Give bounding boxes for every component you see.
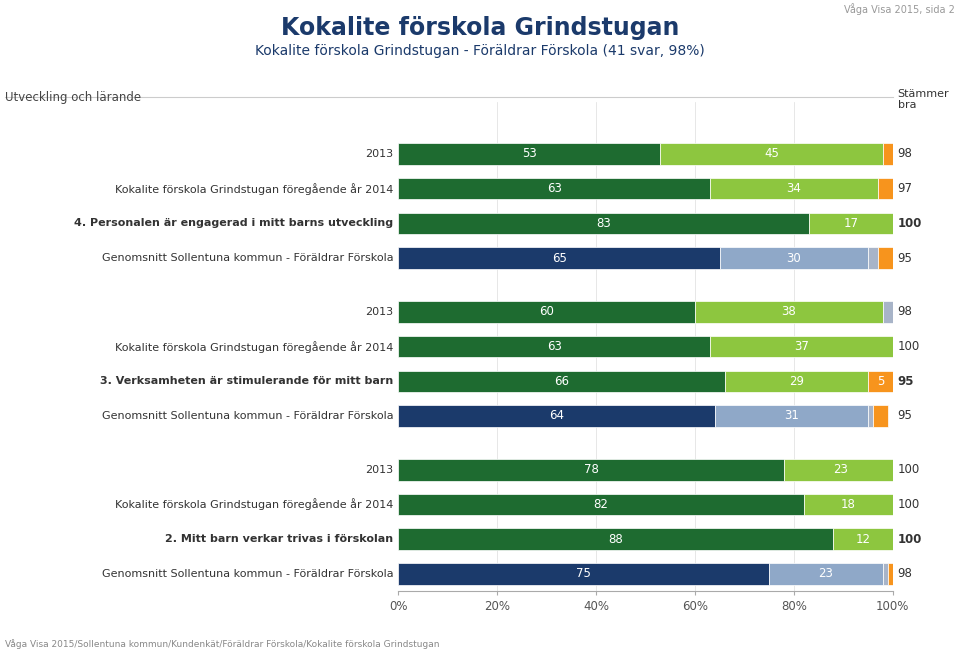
Text: 95: 95 xyxy=(898,374,914,388)
Text: 63: 63 xyxy=(546,182,562,195)
Text: 4. Personalen är engagerad i mitt barns utveckling: 4. Personalen är engagerad i mitt barns … xyxy=(75,218,394,229)
Bar xyxy=(398,143,660,165)
Bar xyxy=(709,178,878,199)
Text: 34: 34 xyxy=(786,182,802,195)
Bar xyxy=(725,371,868,392)
Text: 18: 18 xyxy=(841,498,855,511)
Text: 100: 100 xyxy=(898,463,920,476)
Text: 95: 95 xyxy=(898,252,912,265)
Text: 23: 23 xyxy=(819,568,833,580)
Bar xyxy=(398,301,695,323)
Bar xyxy=(833,528,893,550)
Bar xyxy=(660,143,883,165)
Text: 97: 97 xyxy=(898,182,913,195)
Bar xyxy=(784,459,898,480)
Text: Genomsnitt Sollentuna kommun - Föräldrar Förskola: Genomsnitt Sollentuna kommun - Föräldrar… xyxy=(102,253,394,263)
Text: 63: 63 xyxy=(546,340,562,353)
Text: Genomsnitt Sollentuna kommun - Föräldrar Förskola: Genomsnitt Sollentuna kommun - Föräldrar… xyxy=(102,569,394,579)
Bar xyxy=(398,494,804,515)
Text: 31: 31 xyxy=(784,409,799,422)
Text: Genomsnitt Sollentuna kommun - Föräldrar Förskola: Genomsnitt Sollentuna kommun - Föräldrar… xyxy=(102,411,394,421)
Bar xyxy=(883,143,898,165)
Text: Kokalite förskola Grindstugan - Föräldrar Förskola (41 svar, 98%): Kokalite förskola Grindstugan - Föräldra… xyxy=(255,44,705,58)
Text: 78: 78 xyxy=(584,463,599,476)
Bar xyxy=(868,247,878,269)
Bar xyxy=(398,405,715,427)
Text: 100: 100 xyxy=(898,533,922,546)
Bar xyxy=(873,405,888,427)
Text: 12: 12 xyxy=(855,533,871,546)
Text: Stämmer
bra: Stämmer bra xyxy=(898,89,949,110)
Bar xyxy=(398,563,769,585)
Text: 2013: 2013 xyxy=(366,149,394,159)
Text: 100: 100 xyxy=(898,498,920,511)
Text: Kokalite förskola Grindstugan föregående år 2014: Kokalite förskola Grindstugan föregående… xyxy=(115,499,394,510)
Text: 66: 66 xyxy=(554,374,569,388)
Bar xyxy=(398,459,784,480)
Bar xyxy=(398,178,709,199)
Text: 98: 98 xyxy=(898,147,912,160)
Bar xyxy=(883,563,888,585)
Bar xyxy=(398,247,720,269)
Text: 3. Verksamheten är stimulerande för mitt barn: 3. Verksamheten är stimulerande för mitt… xyxy=(101,376,394,386)
Text: 30: 30 xyxy=(786,252,802,265)
Text: 60: 60 xyxy=(540,306,554,319)
Text: 95: 95 xyxy=(898,409,912,422)
Bar xyxy=(878,178,893,199)
Text: 23: 23 xyxy=(833,463,849,476)
Bar xyxy=(868,371,893,392)
Text: 2013: 2013 xyxy=(366,307,394,317)
Text: 98: 98 xyxy=(898,306,912,319)
Bar xyxy=(398,528,833,550)
Bar xyxy=(398,336,709,357)
Text: 5: 5 xyxy=(876,374,884,388)
Bar xyxy=(878,247,893,269)
Text: 53: 53 xyxy=(522,147,537,160)
Text: 75: 75 xyxy=(576,568,591,580)
Text: 100: 100 xyxy=(898,340,920,353)
Text: 88: 88 xyxy=(609,533,623,546)
Text: Våga Visa 2015, sida 2: Våga Visa 2015, sida 2 xyxy=(845,3,955,15)
Bar xyxy=(398,371,725,392)
Text: 45: 45 xyxy=(764,147,780,160)
Text: 37: 37 xyxy=(794,340,808,353)
Bar xyxy=(888,563,893,585)
Text: Utveckling och lärande: Utveckling och lärande xyxy=(5,91,141,104)
Text: 83: 83 xyxy=(596,217,611,230)
Text: 2013: 2013 xyxy=(366,464,394,475)
Bar xyxy=(804,494,893,515)
Text: Kokalite förskola Grindstugan föregående år 2014: Kokalite förskola Grindstugan föregående… xyxy=(115,183,394,194)
Bar xyxy=(398,213,808,234)
Text: Våga Visa 2015/Sollentuna kommun/Kundenkät/Föräldrar Förskola/Kokalite förskola : Våga Visa 2015/Sollentuna kommun/Kundenk… xyxy=(5,639,440,649)
Text: 65: 65 xyxy=(552,252,566,265)
Bar xyxy=(868,405,873,427)
Bar xyxy=(715,405,868,427)
Text: 82: 82 xyxy=(593,498,609,511)
Bar xyxy=(720,247,868,269)
Bar xyxy=(883,301,898,323)
Bar xyxy=(808,213,893,234)
Bar xyxy=(709,336,893,357)
Text: 17: 17 xyxy=(843,217,858,230)
Text: 64: 64 xyxy=(549,409,564,422)
Text: 29: 29 xyxy=(789,374,804,388)
Text: Kokalite förskola Grindstugan: Kokalite förskola Grindstugan xyxy=(281,16,679,41)
Bar xyxy=(695,301,883,323)
Text: 100: 100 xyxy=(898,217,922,230)
Bar xyxy=(769,563,883,585)
Text: 38: 38 xyxy=(781,306,797,319)
Text: Kokalite förskola Grindstugan föregående år 2014: Kokalite förskola Grindstugan föregående… xyxy=(115,340,394,353)
Text: 98: 98 xyxy=(898,568,912,580)
Text: 2. Mitt barn verkar trivas i förskolan: 2. Mitt barn verkar trivas i förskolan xyxy=(165,534,394,544)
